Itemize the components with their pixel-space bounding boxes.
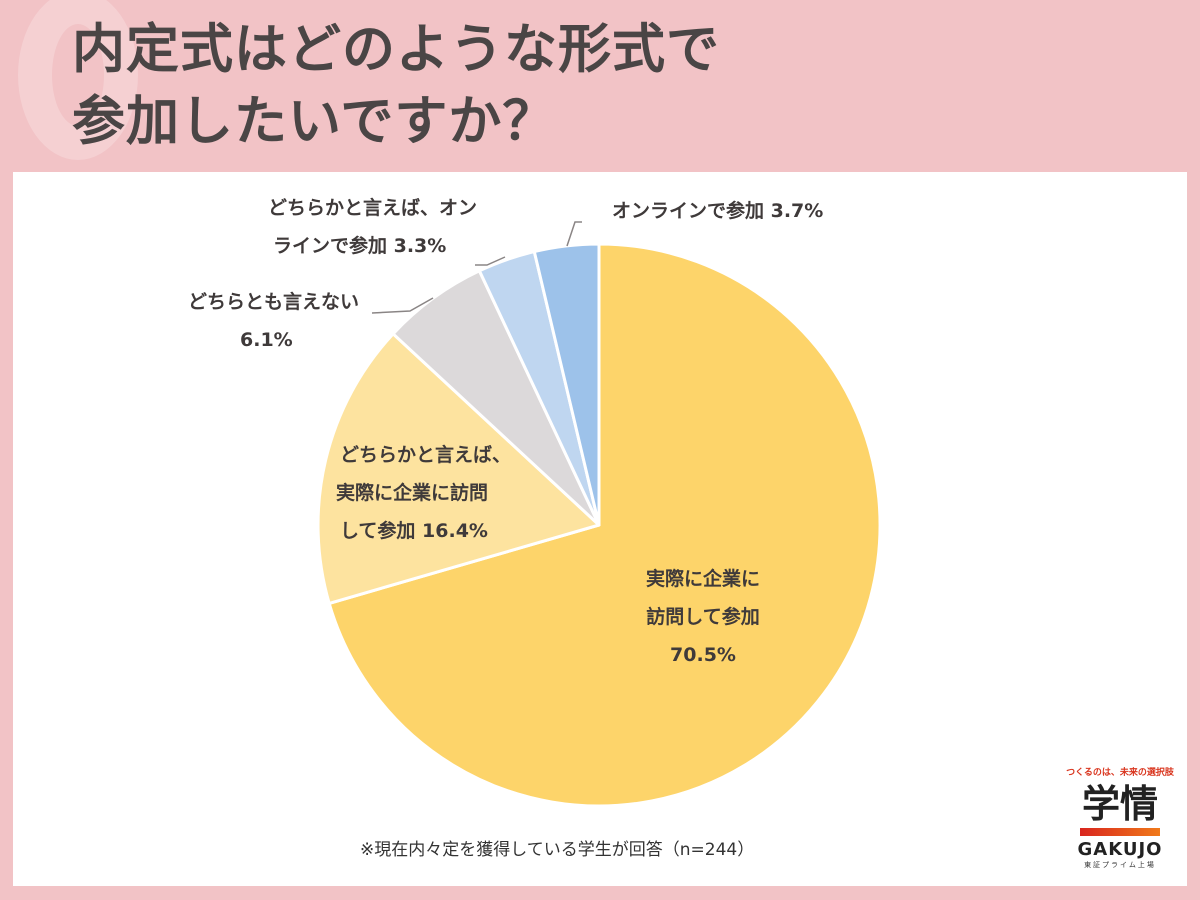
label-rather-visit: どちらかと言えば、 実際に企業に訪問 して参加 16.4%: [336, 444, 512, 542]
leader-line-rather-online: [475, 256, 506, 266]
leader-line-online: [566, 221, 582, 247]
logo-bar: [1080, 828, 1160, 836]
title-line-1: 内定式はどのような形式で: [72, 19, 720, 80]
slice-rather-visit: [316, 332, 601, 605]
logo-tagline: つくるのは、未来の選択肢: [1066, 768, 1174, 778]
logo-sub: 東証プライム上場: [1084, 861, 1156, 869]
slice-visit: [327, 242, 882, 808]
footnote: ※現在内々定を獲得している学生が回答（n=244）: [360, 840, 755, 860]
leader-line-neutral: [371, 297, 434, 314]
logo-mark: 学情: [1081, 782, 1158, 826]
label-online: オンラインで参加 3.7%: [612, 200, 824, 222]
slice-online: [532, 242, 601, 527]
gakujo-logo: つくるのは、未来の選択肢 学情 GAKUJO 東証プライム上場: [1060, 765, 1180, 870]
title-line-2: 参加したいですか？: [72, 91, 557, 152]
label-neutral: どちらとも言えない 6.1%: [188, 291, 360, 351]
label-visit: 実際に企業に 訪問して参加 70.5%: [645, 568, 760, 666]
logo-name: GAKUJO: [1077, 839, 1163, 860]
page-title: 内定式はどのような形式で 参加したいですか？: [72, 14, 720, 158]
label-rather-online: どちらかと言えば、オン ラインで参加 3.3%: [268, 197, 478, 257]
